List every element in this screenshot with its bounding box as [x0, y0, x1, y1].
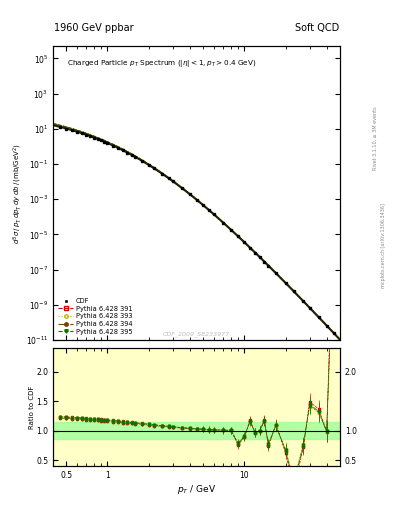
Text: Rivet 3.1.10, ≥ 3M events: Rivet 3.1.10, ≥ 3M events [373, 106, 378, 170]
Text: Soft QCD: Soft QCD [295, 23, 339, 33]
Text: Charged Particle $p_T$ Spectrum $(|\eta| < 1, p_T > 0.4$ GeV$)$: Charged Particle $p_T$ Spectrum $(|\eta|… [68, 58, 257, 69]
Text: CDF_2009_S8233977: CDF_2009_S8233977 [163, 331, 230, 337]
Y-axis label: Ratio to CDF: Ratio to CDF [29, 386, 35, 429]
Legend: CDF, Pythia 6.428 391, Pythia 6.428 393, Pythia 6.428 394, Pythia 6.428 395: CDF, Pythia 6.428 391, Pythia 6.428 393,… [56, 296, 134, 337]
X-axis label: $p_T$ / GeV: $p_T$ / GeV [177, 482, 216, 496]
Y-axis label: $d^3\sigma\,/\,p_T\,dp_T\,dy\,db\,/\,(\mathrm{mb/GeV}^2)$: $d^3\sigma\,/\,p_T\,dp_T\,dy\,db\,/\,(\m… [12, 143, 24, 244]
Text: mcplots.cern.ch [arXiv:1306.3436]: mcplots.cern.ch [arXiv:1306.3436] [381, 203, 386, 288]
Bar [53, 422, 340, 439]
Text: 1960 GeV ppbar: 1960 GeV ppbar [54, 23, 134, 33]
Bar [53, 348, 340, 466]
